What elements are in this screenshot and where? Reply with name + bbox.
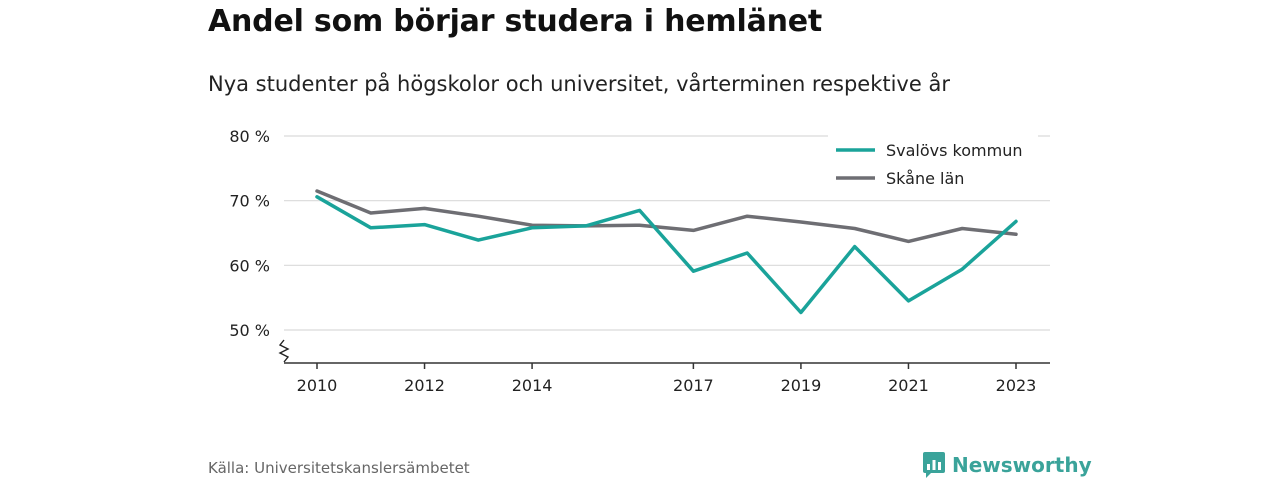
x-tick-label: 2014 xyxy=(512,376,553,395)
axis-break-marker xyxy=(278,339,290,363)
y-tick-label: 70 % xyxy=(229,192,270,211)
x-tick-label: 2012 xyxy=(404,376,445,395)
series-lines xyxy=(315,189,1018,315)
source-note: Källa: Universitetskanslersämbetet xyxy=(208,459,470,477)
series-line-svalov xyxy=(315,195,1018,315)
y-tick-label: 60 % xyxy=(229,256,270,275)
series-line-skane xyxy=(315,189,1018,244)
y-axis-ticks: 50 % 60 % 70 % 80 % xyxy=(229,127,270,340)
x-tick-label: 2021 xyxy=(888,376,929,395)
x-tick-label: 2010 xyxy=(297,376,338,395)
newsworthy-logo[interactable]: Newsworthy xyxy=(922,451,1092,479)
x-tick-label: 2023 xyxy=(996,376,1037,395)
newsworthy-icon xyxy=(923,452,945,478)
y-tick-label: 50 % xyxy=(229,321,270,340)
x-tick-label: 2019 xyxy=(781,376,822,395)
legend: Svalövs kommun Skåne län xyxy=(828,132,1038,194)
y-tick-label: 80 % xyxy=(229,127,270,146)
line-chart: 50 % 60 % 70 % 80 % 2010 2012 2014 2017 2019 202… xyxy=(229,127,1050,395)
legend-label: Skåne län xyxy=(886,169,964,188)
x-axis: 2010 2012 2014 2017 2019 2021 2023 xyxy=(278,339,1050,395)
legend-box xyxy=(828,132,1038,194)
chart-subtitle: Nya studenter på högskolor och universit… xyxy=(208,72,950,96)
chart-title: Andel som börjar studera i hemlänet xyxy=(208,4,823,39)
x-tick-label: 2017 xyxy=(673,376,714,395)
legend-label: Svalövs kommun xyxy=(886,141,1023,160)
brand-name: Newsworthy xyxy=(952,453,1092,477)
